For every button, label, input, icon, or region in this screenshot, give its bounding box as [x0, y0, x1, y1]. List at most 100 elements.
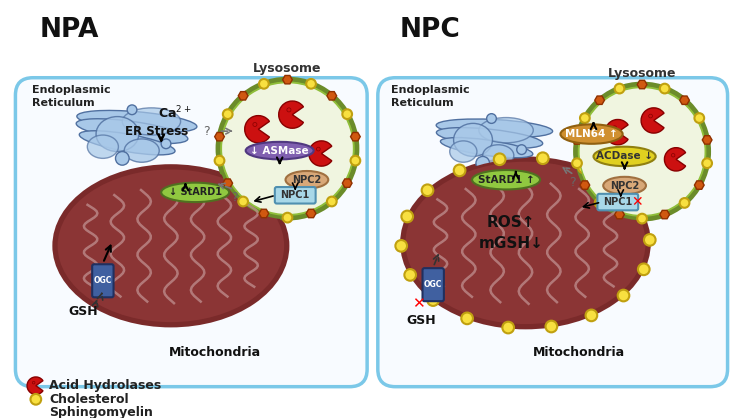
Circle shape	[617, 290, 629, 301]
Ellipse shape	[436, 119, 553, 138]
Ellipse shape	[124, 139, 159, 162]
Ellipse shape	[215, 77, 360, 221]
Circle shape	[649, 114, 652, 118]
Circle shape	[614, 84, 624, 94]
Text: ?: ?	[204, 125, 210, 138]
Ellipse shape	[56, 168, 285, 324]
Polygon shape	[327, 92, 337, 100]
Circle shape	[253, 122, 257, 127]
Ellipse shape	[246, 142, 314, 159]
FancyBboxPatch shape	[275, 187, 316, 204]
Wedge shape	[309, 141, 332, 166]
Circle shape	[30, 394, 41, 405]
Text: ACDase ↓: ACDase ↓	[596, 151, 653, 161]
Text: Mitochondria: Mitochondria	[533, 346, 625, 359]
Polygon shape	[637, 80, 647, 89]
Ellipse shape	[472, 170, 540, 189]
Text: OGC: OGC	[94, 276, 112, 285]
FancyBboxPatch shape	[16, 78, 367, 387]
Text: Endoplasmic
Reticulum: Endoplasmic Reticulum	[392, 86, 470, 108]
Wedge shape	[664, 148, 686, 171]
Circle shape	[638, 263, 649, 275]
Circle shape	[161, 139, 171, 149]
Circle shape	[351, 156, 360, 166]
Circle shape	[115, 152, 129, 165]
Circle shape	[672, 153, 675, 157]
Text: NPC1: NPC1	[603, 197, 632, 207]
Text: MLN64 ↑: MLN64 ↑	[565, 129, 618, 139]
Ellipse shape	[52, 164, 290, 327]
Circle shape	[594, 198, 605, 208]
Circle shape	[613, 126, 617, 130]
Text: NPC: NPC	[399, 18, 460, 43]
Text: Sphingomyelin: Sphingomyelin	[50, 406, 153, 418]
Ellipse shape	[400, 156, 651, 329]
Circle shape	[695, 113, 704, 123]
Ellipse shape	[88, 135, 118, 158]
Circle shape	[545, 321, 557, 332]
Circle shape	[215, 156, 224, 166]
Ellipse shape	[453, 123, 493, 156]
Polygon shape	[580, 181, 590, 189]
Ellipse shape	[96, 117, 139, 152]
Circle shape	[287, 108, 291, 112]
Circle shape	[702, 158, 712, 168]
Ellipse shape	[576, 84, 708, 219]
Circle shape	[404, 269, 416, 281]
Circle shape	[343, 109, 352, 119]
Polygon shape	[282, 76, 292, 84]
Circle shape	[494, 153, 505, 165]
Circle shape	[612, 180, 623, 191]
Circle shape	[635, 205, 646, 217]
Polygon shape	[351, 133, 360, 141]
Circle shape	[476, 156, 490, 170]
Ellipse shape	[77, 110, 197, 133]
Text: ✕: ✕	[632, 195, 643, 209]
Text: GSH: GSH	[68, 306, 98, 319]
Text: NPC2: NPC2	[610, 181, 639, 191]
Text: ROS↑
mGSH↓: ROS↑ mGSH↓	[478, 215, 543, 251]
Ellipse shape	[218, 80, 357, 218]
Circle shape	[680, 198, 690, 208]
Polygon shape	[680, 96, 690, 104]
Circle shape	[282, 213, 292, 222]
Ellipse shape	[441, 138, 533, 158]
Polygon shape	[343, 179, 352, 187]
Circle shape	[580, 113, 590, 123]
Circle shape	[427, 294, 439, 306]
Text: GSH: GSH	[406, 314, 436, 327]
Circle shape	[637, 214, 647, 224]
Ellipse shape	[579, 87, 705, 216]
Text: ✕: ✕	[412, 296, 425, 311]
Wedge shape	[27, 377, 43, 395]
Circle shape	[127, 105, 137, 115]
Circle shape	[33, 381, 35, 384]
Ellipse shape	[285, 171, 328, 189]
Text: NPC1: NPC1	[281, 190, 310, 200]
Polygon shape	[306, 209, 316, 218]
Ellipse shape	[77, 119, 188, 143]
Circle shape	[572, 158, 582, 168]
Circle shape	[487, 114, 496, 123]
Circle shape	[585, 310, 597, 321]
FancyBboxPatch shape	[423, 268, 444, 301]
FancyBboxPatch shape	[92, 264, 114, 297]
Ellipse shape	[478, 117, 533, 143]
Ellipse shape	[123, 108, 181, 135]
Text: NPC2: NPC2	[292, 175, 322, 185]
FancyBboxPatch shape	[377, 78, 727, 387]
Polygon shape	[215, 133, 224, 141]
Circle shape	[259, 79, 269, 89]
Text: OGC: OGC	[424, 280, 442, 289]
Wedge shape	[605, 120, 628, 145]
Ellipse shape	[450, 141, 477, 162]
Ellipse shape	[80, 131, 175, 155]
Polygon shape	[614, 210, 624, 219]
Ellipse shape	[573, 82, 711, 222]
Circle shape	[422, 184, 433, 196]
Polygon shape	[223, 179, 233, 187]
Ellipse shape	[404, 161, 647, 326]
Text: Cholesterol: Cholesterol	[50, 393, 129, 406]
Circle shape	[644, 234, 655, 246]
Text: StARD1 ↑: StARD1 ↑	[478, 175, 534, 185]
